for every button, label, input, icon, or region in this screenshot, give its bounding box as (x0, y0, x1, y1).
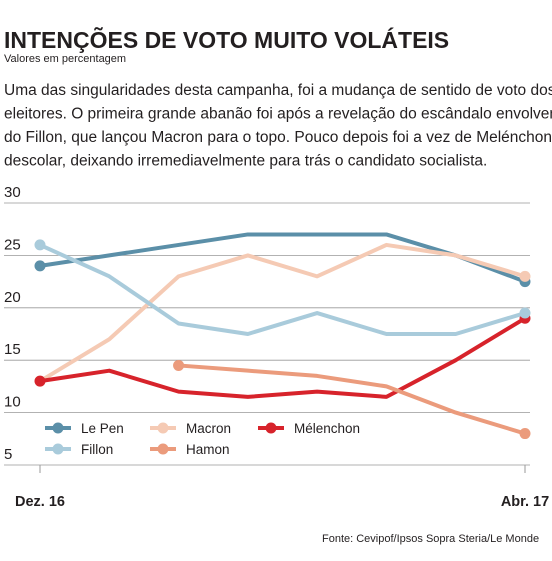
legend-label: Le Pen (81, 421, 124, 436)
series-line (39, 316, 527, 399)
description-line: do Fillon, que lançou Macron para o topo… (4, 129, 552, 146)
legend-swatch-dot (157, 443, 169, 455)
series-line (39, 232, 526, 284)
chart-subtitle: Valores em percentagem (4, 53, 126, 65)
legend-label: Macron (186, 421, 231, 436)
point (34, 260, 46, 272)
legend-swatch-dot (52, 443, 64, 455)
point (34, 375, 46, 387)
series-line (178, 363, 526, 436)
description-line: Uma das singularidades desta campanha, f… (4, 82, 552, 99)
series-line (38, 242, 526, 383)
legend-label: Hamon (186, 442, 230, 457)
x-tick-label: Abr. 17 (501, 494, 549, 510)
description-line: eleitores. O primeira grande abanão foi … (4, 106, 552, 123)
point (519, 428, 531, 440)
y-tick-label: 5 (4, 446, 12, 463)
legend-swatch-dot (265, 422, 277, 434)
point (519, 270, 531, 282)
y-tick-label: 15 (4, 341, 21, 358)
legend-label: Fillon (81, 442, 113, 457)
point (519, 307, 531, 319)
x-tick-label: Dez. 16 (15, 494, 65, 510)
point (34, 239, 46, 251)
y-tick-label: 20 (4, 289, 21, 306)
y-tick-label: 10 (4, 394, 21, 411)
point (173, 359, 185, 371)
y-tick-label: 25 (4, 236, 21, 253)
legend-label: Mélenchon (294, 421, 360, 436)
description-line: descolar, deixando irremediavelmente par… (4, 153, 487, 170)
y-tick-label: 30 (4, 184, 21, 201)
legend-swatch-dot (157, 422, 169, 434)
source: Fonte: Cevipof/Ipsos Sopra Steria/Le Mon… (322, 533, 539, 545)
chart-title: INTENÇÕES DE VOTO MUITO VOLÁTEIS (4, 26, 449, 53)
legend-swatch-dot (52, 422, 64, 434)
series-line (39, 243, 526, 336)
